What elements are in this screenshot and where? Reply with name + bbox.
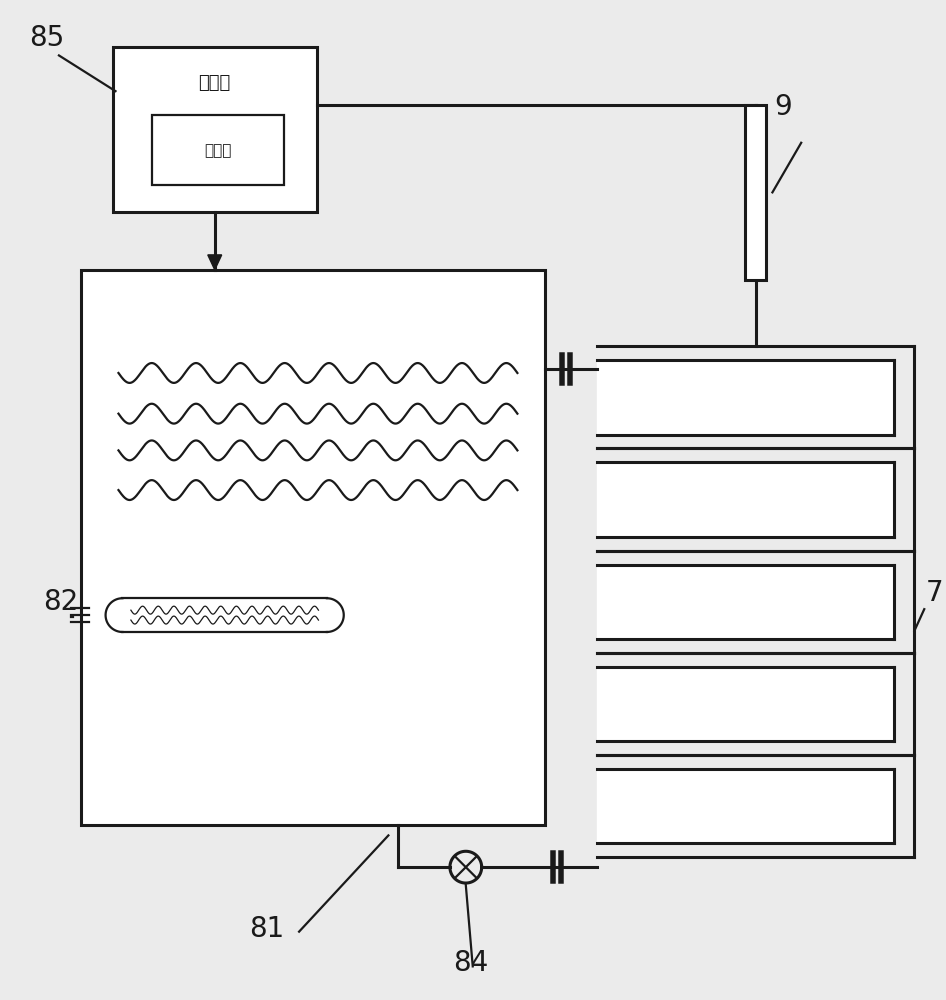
Text: 81: 81 (250, 915, 285, 943)
Text: 电路板: 电路板 (204, 143, 232, 158)
Polygon shape (597, 360, 895, 435)
Polygon shape (597, 667, 895, 741)
Polygon shape (113, 47, 317, 212)
Polygon shape (152, 115, 284, 185)
Text: 84: 84 (453, 949, 488, 977)
Text: 82: 82 (44, 588, 79, 616)
Polygon shape (597, 565, 895, 639)
Text: 85: 85 (29, 24, 64, 52)
Text: 9: 9 (775, 93, 792, 121)
Polygon shape (208, 255, 221, 270)
Polygon shape (597, 769, 895, 843)
Text: 控制器: 控制器 (199, 74, 231, 92)
Text: 7: 7 (926, 579, 944, 607)
Polygon shape (80, 270, 545, 825)
Polygon shape (745, 105, 766, 280)
Polygon shape (597, 462, 895, 537)
Polygon shape (106, 598, 343, 632)
